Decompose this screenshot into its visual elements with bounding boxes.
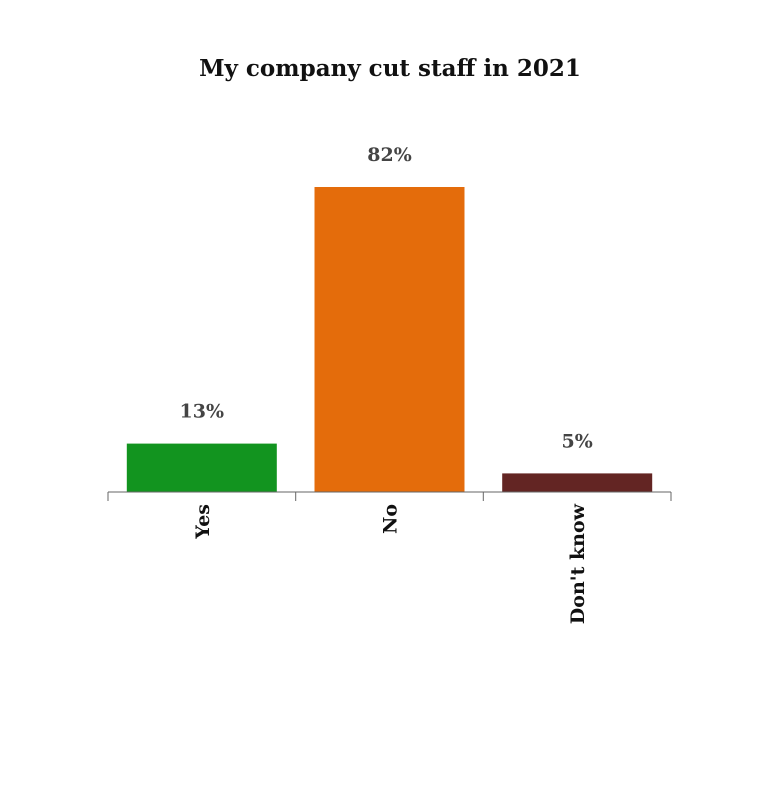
x-tick-labels-group: Yes No Don't know (192, 503, 589, 624)
data-labels-group: 13% 82% 5% (180, 144, 593, 452)
data-label-don-t-know: 5% (562, 430, 593, 452)
chart-title: My company cut staff in 2021 (199, 55, 581, 82)
bar-no (314, 187, 465, 492)
bar-don-t-know (502, 473, 653, 492)
tick-label-no: No (380, 504, 402, 534)
bar-yes (126, 443, 277, 492)
tick-label-don-t-know: Don't know (567, 503, 589, 624)
data-label-no: 82% (367, 144, 412, 166)
data-label-yes: 13% (180, 401, 225, 423)
tick-label-yes: Yes (192, 504, 214, 540)
bars-group (126, 187, 653, 492)
x-axis (107, 491, 672, 501)
